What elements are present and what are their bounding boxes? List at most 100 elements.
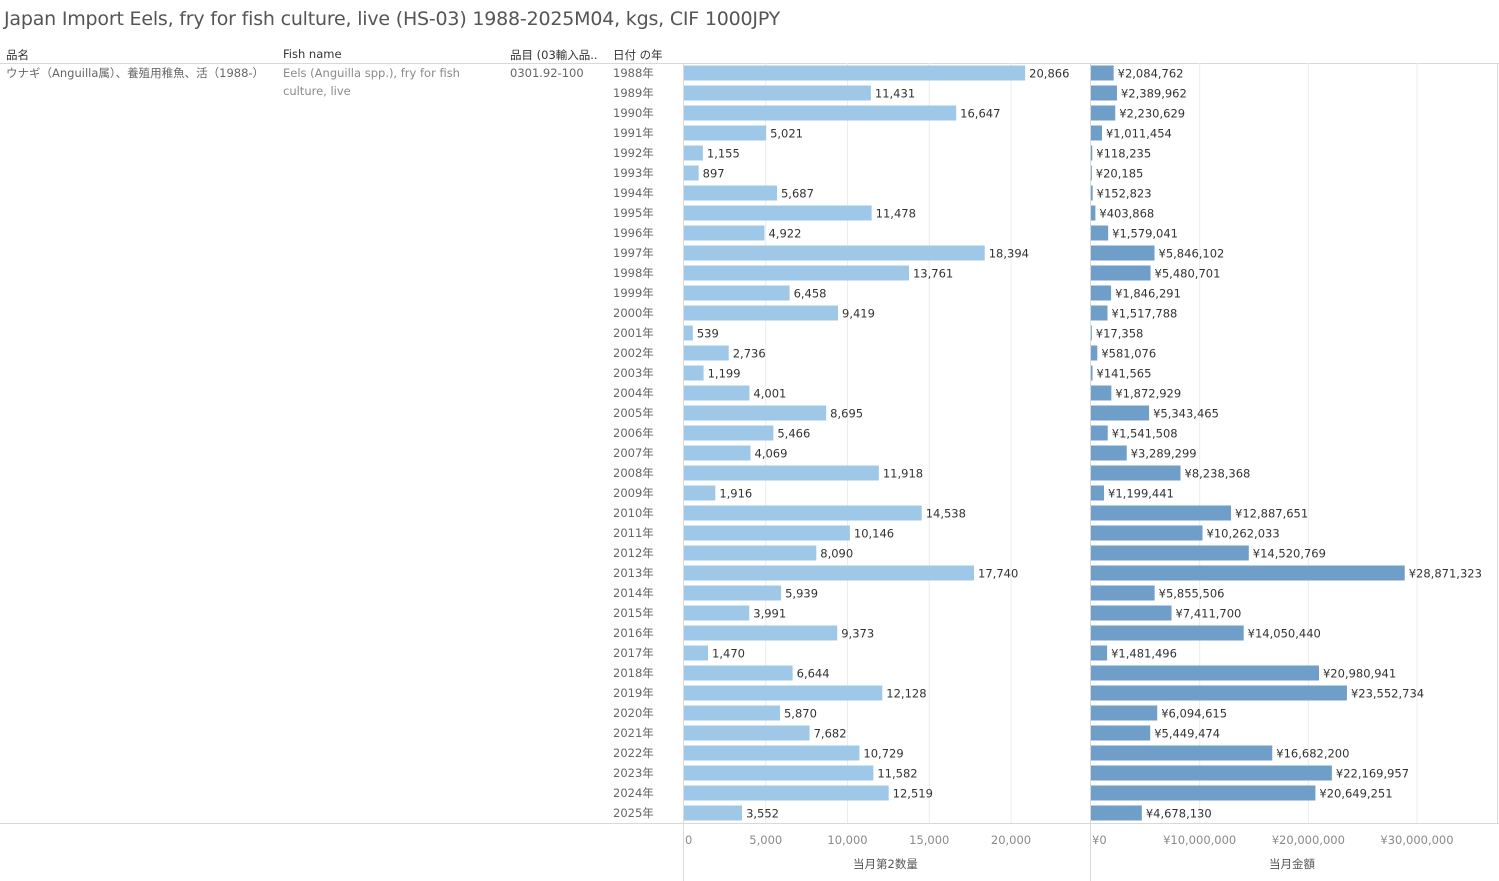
value-bar[interactable] [1091, 145, 1093, 161]
quantity-bar[interactable] [684, 245, 985, 261]
quantity-bar[interactable] [684, 685, 883, 701]
value-bar[interactable] [1091, 445, 1127, 461]
value-bar[interactable] [1091, 785, 1316, 801]
value-bar[interactable] [1091, 705, 1158, 721]
quantity-bar[interactable] [684, 325, 693, 341]
quantity-data-label: 20,866 [1029, 67, 1069, 81]
quantity-bar[interactable] [684, 745, 860, 761]
value-bar[interactable] [1091, 745, 1273, 761]
value-bar[interactable] [1091, 645, 1108, 661]
header-item-code[interactable]: 品目 (03輸入品.. [510, 48, 598, 62]
quantity-bar[interactable] [684, 305, 839, 321]
quantity-bar[interactable] [684, 145, 703, 161]
value-bar[interactable] [1091, 125, 1102, 141]
value-bar[interactable] [1091, 545, 1249, 561]
value-bar[interactable] [1091, 385, 1112, 401]
quantity-data-label: 13,761 [913, 267, 953, 281]
header-fish-name[interactable]: Fish name [283, 47, 342, 61]
quantity-bar[interactable] [684, 345, 729, 361]
quantity-bar[interactable] [684, 365, 704, 381]
quantity-bar[interactable] [684, 405, 827, 421]
quantity-bar[interactable] [684, 165, 699, 181]
quantity-bar[interactable] [684, 105, 957, 121]
quantity-bar[interactable] [684, 785, 889, 801]
quantity-bar[interactable] [684, 65, 1026, 81]
value-axis-title: 当月金額 [1269, 857, 1315, 871]
value-bar[interactable] [1091, 345, 1098, 361]
quantity-bar[interactable] [684, 185, 777, 201]
value-bar[interactable] [1091, 425, 1108, 441]
value-bar[interactable] [1091, 605, 1172, 621]
value-bar[interactable] [1091, 305, 1108, 321]
year-label: 2016年 [613, 626, 654, 640]
year-label: 1993年 [613, 166, 654, 180]
quantity-bar[interactable] [684, 205, 872, 221]
quantity-bar[interactable] [684, 425, 774, 441]
quantity-data-label: 2,736 [733, 347, 766, 361]
value-bar[interactable] [1091, 165, 1092, 181]
value-bar[interactable] [1091, 405, 1150, 421]
quantity-bar[interactable] [684, 385, 750, 401]
value-bar[interactable] [1091, 485, 1105, 501]
quantity-data-label: 3,552 [746, 807, 779, 821]
value-bar[interactable] [1091, 765, 1332, 781]
value-bar[interactable] [1091, 465, 1181, 481]
value-bar[interactable] [1091, 265, 1151, 281]
quantity-bar[interactable] [684, 545, 817, 561]
quantity-bar[interactable] [684, 585, 782, 601]
value-bar[interactable] [1091, 205, 1096, 221]
quantity-bar[interactable] [684, 125, 767, 141]
value-bar[interactable] [1091, 625, 1244, 641]
value-bar[interactable] [1091, 85, 1117, 101]
quantity-bar[interactable] [684, 525, 850, 541]
quantity-bar[interactable] [684, 485, 716, 501]
header-year[interactable]: 日付 の年 [613, 48, 663, 62]
value-bar[interactable] [1091, 685, 1347, 701]
quantity-data-label: 4,069 [755, 447, 788, 461]
value-bar[interactable] [1091, 565, 1405, 581]
value-data-label: ¥22,169,957 [1336, 767, 1409, 781]
quantity-bar[interactable] [684, 565, 975, 581]
value-bar[interactable] [1091, 525, 1203, 541]
value-bar[interactable] [1091, 325, 1092, 341]
year-label: 2009年 [613, 486, 654, 500]
quantity-bar[interactable] [684, 645, 709, 661]
header-product-name[interactable]: 品名 [6, 48, 29, 62]
value-bar[interactable] [1091, 185, 1093, 201]
quantity-bar[interactable] [684, 225, 765, 241]
value-data-label: ¥14,050,440 [1248, 627, 1321, 641]
value-bar[interactable] [1091, 285, 1112, 301]
value-bar[interactable] [1091, 245, 1155, 261]
quantity-bar[interactable] [684, 765, 874, 781]
value-data-label: ¥20,185 [1096, 167, 1144, 181]
quantity-bar[interactable] [684, 725, 810, 741]
quantity-bar[interactable] [684, 465, 879, 481]
value-bar[interactable] [1091, 365, 1093, 381]
quantity-bar[interactable] [684, 625, 838, 641]
value-bar[interactable] [1091, 585, 1155, 601]
year-label: 1998年 [613, 266, 654, 280]
quantity-bar[interactable] [684, 505, 922, 521]
quantity-bar[interactable] [684, 85, 871, 101]
quantity-bar[interactable] [684, 265, 909, 281]
year-label: 1999年 [613, 286, 654, 300]
value-data-label: ¥17,358 [1096, 327, 1144, 341]
quantity-bar[interactable] [684, 285, 790, 301]
value-bar[interactable] [1091, 805, 1142, 821]
year-label: 2017年 [613, 646, 654, 660]
quantity-bar[interactable] [684, 705, 780, 721]
value-bar[interactable] [1091, 105, 1116, 121]
value-bar[interactable] [1091, 725, 1151, 741]
quantity-bar[interactable] [684, 445, 751, 461]
value-bar[interactable] [1091, 665, 1319, 681]
value-data-label: ¥1,517,788 [1111, 307, 1177, 321]
value-bar[interactable] [1091, 65, 1114, 81]
quantity-bar[interactable] [684, 665, 793, 681]
quantity-bar[interactable] [684, 605, 750, 621]
value-bar[interactable] [1091, 505, 1232, 521]
value-data-label: ¥8,238,368 [1185, 467, 1251, 481]
quantity-data-label: 7,682 [814, 727, 847, 741]
value-bar[interactable] [1091, 225, 1109, 241]
quantity-data-label: 5,939 [785, 587, 818, 601]
quantity-bar[interactable] [684, 805, 743, 821]
